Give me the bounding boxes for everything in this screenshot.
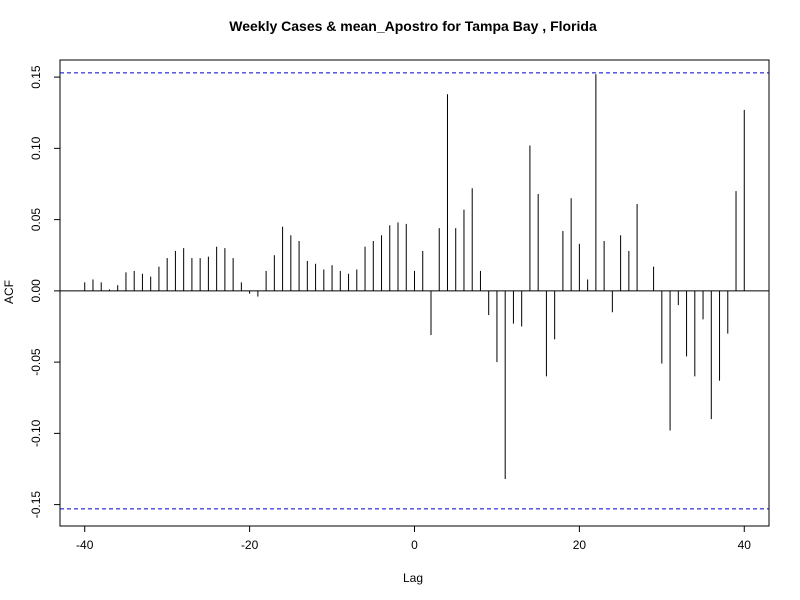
y-tick-label: 0.05 — [29, 208, 43, 232]
x-tick-label: -20 — [241, 538, 259, 552]
y-tick-label: -0.05 — [29, 348, 43, 376]
x-tick-label: 40 — [738, 538, 752, 552]
y-tick-label: -0.15 — [29, 491, 43, 519]
y-tick-label: 0.00 — [29, 279, 43, 303]
plot-frame — [59, 59, 770, 527]
chart-title: Weekly Cases & mean_Apostro for Tampa Ba… — [229, 18, 597, 34]
x-tick-label: 0 — [411, 538, 418, 552]
x-tick-label: 20 — [573, 538, 587, 552]
x-axis-title: Lag — [403, 571, 423, 585]
x-tick-label: -40 — [76, 538, 94, 552]
y-tick-label: -0.10 — [29, 419, 43, 447]
y-tick-label: 0.10 — [29, 136, 43, 160]
y-tick-label: 0.15 — [29, 65, 43, 89]
plot-area: -40 -20 0 20 40 -0.15 -0.10 -0.05 0.00 0.05 0.10 0.… — [29, 59, 770, 552]
y-axis-title: ACF — [2, 280, 16, 304]
